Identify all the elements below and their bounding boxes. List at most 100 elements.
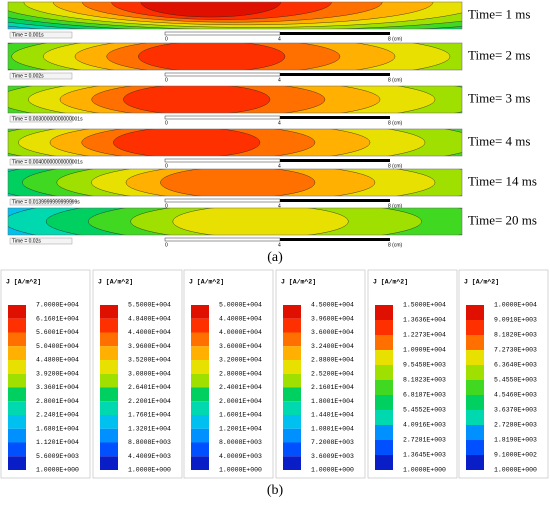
time-label-box — [9, 198, 73, 206]
scale-label: 0 — [165, 242, 168, 248]
legend-label: 4.0000E+004 — [219, 329, 262, 336]
scale-label: 4 — [278, 77, 281, 83]
legend-label: 3.9600E+004 — [128, 343, 171, 350]
scale-label: 8 (cm) — [388, 242, 403, 248]
color-band — [100, 318, 118, 333]
color-band — [100, 456, 118, 470]
color-band — [283, 373, 301, 388]
color-band — [100, 360, 118, 374]
color-band — [8, 428, 26, 443]
scale-black — [280, 73, 390, 76]
color-band — [191, 332, 209, 347]
color-band — [283, 318, 301, 333]
legend-label: 5.4550E+003 — [494, 377, 537, 384]
scale-white — [164, 198, 281, 203]
contour-band — [172, 208, 349, 235]
color-band — [191, 387, 209, 402]
color-band — [283, 387, 301, 402]
legend-title: J [A/m^2] — [373, 278, 408, 286]
time-annotation: Time= 4 ms — [468, 133, 530, 148]
scale-label: 4 — [278, 120, 281, 126]
legend-label: 1.0000E+000 — [494, 467, 537, 474]
color-band — [191, 305, 209, 319]
color-band — [375, 395, 393, 410]
legend-label: 1.0801E+004 — [311, 425, 354, 432]
color-band — [283, 360, 301, 374]
legend-label: 6.3640E+003 — [494, 362, 537, 369]
color-band — [466, 335, 484, 350]
time-label: Time = 0.00400000000000001s — [12, 159, 83, 165]
legend-label: 5.6001E+004 — [36, 329, 79, 336]
legend-title: J [A/m^2] — [98, 278, 133, 286]
scale-black — [280, 199, 390, 202]
legend-label: 1.2273E+004 — [403, 332, 446, 339]
legend-label: 6.8187E+003 — [403, 392, 446, 399]
legend-label: 2.4001E+004 — [219, 384, 262, 391]
color-band — [375, 425, 393, 440]
legend-label: 1.0000E+004 — [494, 302, 537, 309]
color-band — [100, 346, 118, 360]
scale-label: 8 (cm) — [388, 36, 403, 42]
color-band — [8, 442, 26, 457]
scale-label: 8 (cm) — [388, 77, 403, 83]
color-band — [8, 387, 26, 402]
color-band — [283, 305, 301, 319]
legend-label: 4.0916E+003 — [403, 422, 446, 429]
color-band — [191, 373, 209, 388]
legend-label: 8.1823E+003 — [403, 377, 446, 384]
legend-label: 9.0910E+003 — [494, 317, 537, 324]
color-band — [375, 440, 393, 455]
scale-black — [280, 159, 390, 162]
plot-border — [7, 1, 463, 30]
legend-label: 1.8190E+003 — [494, 437, 537, 444]
color-band — [191, 360, 209, 374]
legend-label: 2.0001E+004 — [219, 398, 262, 405]
legend-label: 1.0000E+000 — [128, 467, 171, 474]
legend-label: 2.7280E+003 — [494, 422, 537, 429]
legend-label: 1.8001E+004 — [311, 398, 354, 405]
time-label-box — [9, 158, 73, 166]
color-band — [100, 305, 118, 319]
legend-label: 8.1820E+003 — [494, 332, 537, 339]
scale-label: 0 — [165, 163, 168, 169]
legend-title: J [A/m^2] — [6, 278, 41, 286]
legend-label: 9.5458E+003 — [403, 362, 446, 369]
scale-label: 8 (cm) — [388, 163, 403, 169]
annotation-box — [463, 45, 547, 68]
color-band — [191, 456, 209, 470]
legend-label: 1.0000E+000 — [403, 467, 446, 474]
contour-plot — [8, 86, 462, 113]
color-band — [283, 442, 301, 457]
color-band — [8, 305, 26, 319]
legend-label: 3.2000E+004 — [219, 357, 262, 364]
contour-plot — [8, 208, 462, 235]
time-label: Time = 0.00300000000000001s — [12, 116, 83, 122]
color-band — [466, 440, 484, 455]
legend-label: 1.2001E+004 — [219, 425, 262, 432]
color-band — [375, 410, 393, 425]
color-band — [283, 456, 301, 470]
color-band — [8, 360, 26, 374]
color-band — [100, 387, 118, 402]
color-band — [8, 332, 26, 347]
color-band — [466, 320, 484, 335]
color-band — [375, 320, 393, 335]
legend-label: 9.1000E+002 — [494, 452, 537, 459]
legend-label: 3.3601E+004 — [36, 384, 79, 391]
contour-band — [138, 43, 286, 70]
legend-label: 1.0000E+000 — [311, 467, 354, 474]
color-band — [100, 401, 118, 415]
legend-label: 3.6000E+004 — [219, 343, 262, 350]
color-band — [100, 332, 118, 347]
color-band — [100, 442, 118, 457]
color-band — [191, 401, 209, 415]
legend-label: 1.0000E+000 — [36, 467, 79, 474]
legend-label: 1.5000E+004 — [403, 302, 446, 309]
caption-b: (b) — [267, 483, 284, 498]
legend-label: 4.5460E+003 — [494, 392, 537, 399]
legend-label: 1.3636E+004 — [403, 317, 446, 324]
time-label: Time = 0.02s — [12, 238, 41, 244]
color-band — [375, 365, 393, 380]
legend-label: 1.4401E+004 — [311, 412, 354, 419]
time-label: Time = 0.0139999999999999s — [12, 199, 80, 205]
